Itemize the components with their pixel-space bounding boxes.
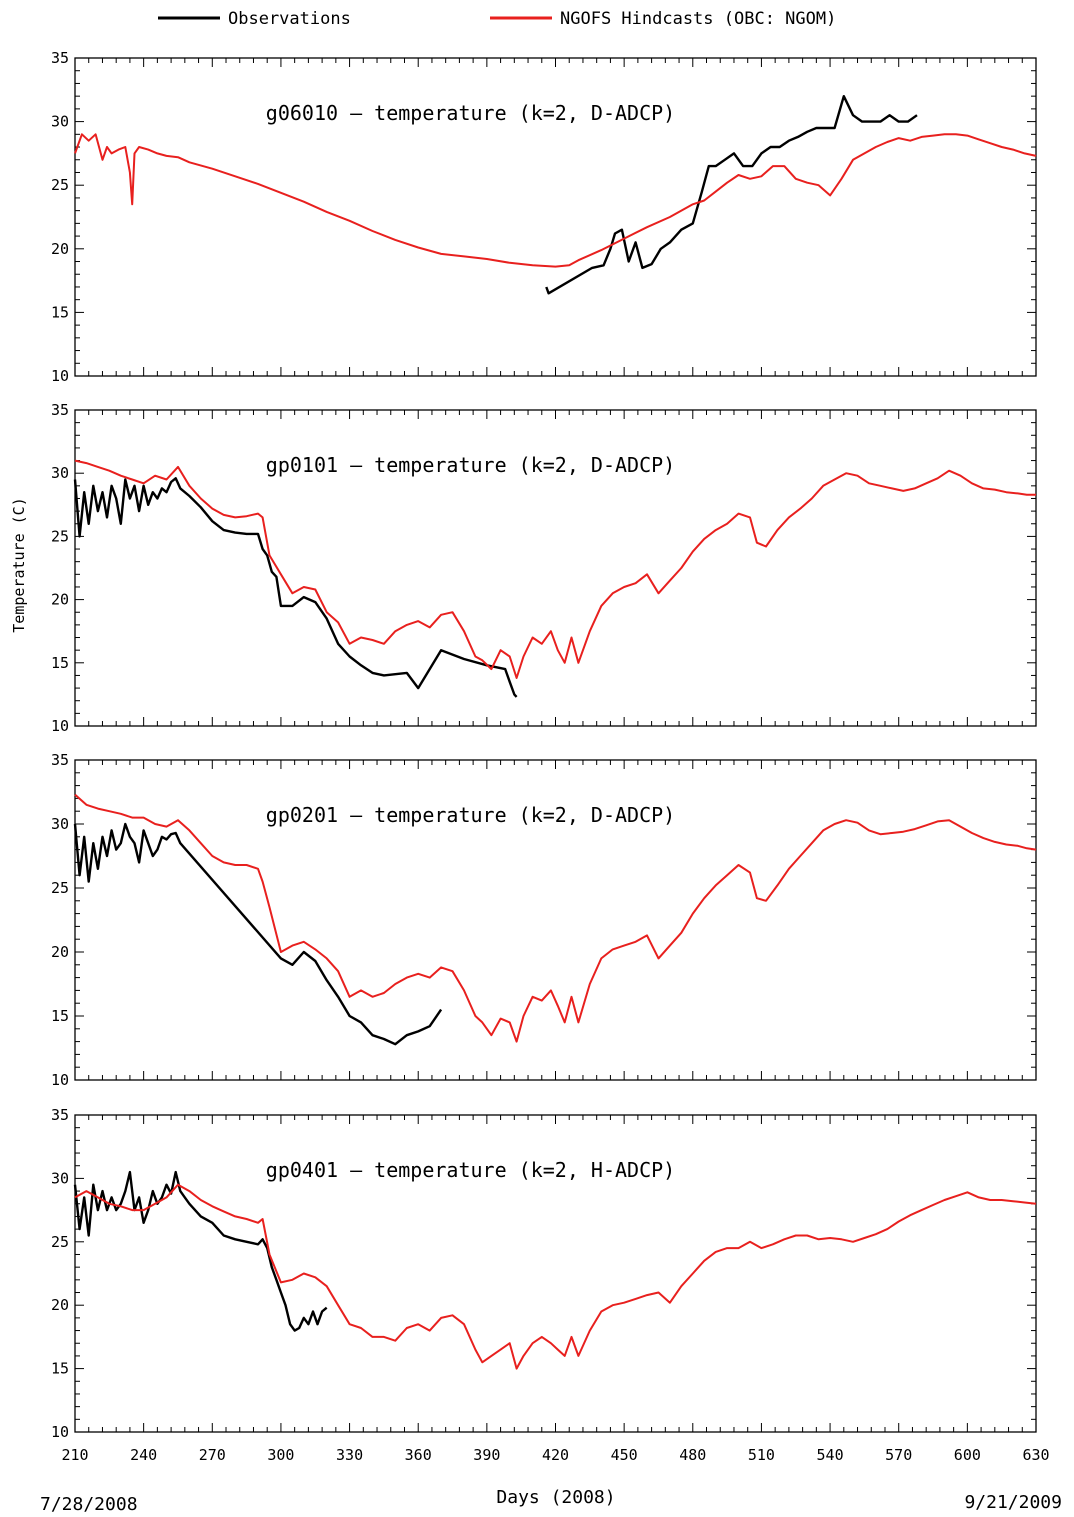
y-tick-label: 35 [51, 401, 69, 419]
hindcast-line [74, 793, 1037, 1043]
y-tick-label: 15 [51, 1360, 69, 1378]
x-tick-label: 240 [130, 1446, 157, 1464]
y-tick-label: 25 [51, 176, 69, 194]
y-tick-label: 10 [51, 1071, 69, 1089]
y-tick-label: 10 [51, 1423, 69, 1441]
observations-line [545, 95, 918, 295]
panel-2: 10 15 20 25 30 35 gp0101 — temperature (k=2, D… [51, 401, 1037, 735]
y-tick-label: 20 [51, 1296, 69, 1314]
observations-line [73, 1170, 328, 1332]
hindcast-line [74, 459, 1036, 679]
x-tick-label: 630 [1022, 1446, 1049, 1464]
y-tick-label: 15 [51, 303, 69, 321]
panel-4: 10 15 20 25 30 35 210 240 270 300 330 360 390 420 450 4… [51, 1106, 1050, 1464]
observations-line [73, 822, 443, 1046]
x-tick-label: 300 [267, 1446, 294, 1464]
x-tick-label: 570 [885, 1446, 912, 1464]
y-tick-label: 25 [51, 527, 69, 545]
panels: 10 15 20 25 30 35 g06010 — temperature (k=2, D… [51, 49, 1050, 1464]
observations-line [73, 477, 518, 698]
y-axis-label: Temperature (C) [10, 497, 28, 632]
panel-1: 10 15 20 25 30 35 g06010 — temperature (k=2, D… [51, 49, 1037, 385]
y-tick-label: 15 [51, 654, 69, 672]
y-tick-label: 15 [51, 1007, 69, 1025]
y-tick-label: 20 [51, 591, 69, 609]
panel-title: gp0201 — temperature (k=2, D-ADCP) [266, 803, 675, 827]
y-tick-label: 30 [51, 815, 69, 833]
start-date-label: 7/28/2008 [40, 1494, 138, 1515]
y-tick-label: 10 [51, 367, 69, 385]
y-tick-label: 25 [51, 1233, 69, 1251]
x-tick-label: 360 [405, 1446, 432, 1464]
y-tick-label: 30 [51, 1169, 69, 1187]
legend-hindcast-label: NGOFS Hindcasts (OBC: NGOM) [560, 9, 836, 29]
x-tick-label: 270 [199, 1446, 226, 1464]
end-date-label: 9/21/2009 [964, 1492, 1062, 1513]
y-tick-label: 30 [51, 464, 69, 482]
y-tick-label: 35 [51, 1106, 69, 1124]
hindcast-line [74, 133, 1037, 268]
x-tick-label: 390 [473, 1446, 500, 1464]
x-tick-label: 510 [748, 1446, 775, 1464]
panel-title: gp0101 — temperature (k=2, D-ADCP) [266, 453, 675, 477]
legend-observations-label: Observations [228, 9, 351, 29]
x-axis-label: Days (2008) [496, 1487, 615, 1508]
x-tick-label: 210 [61, 1446, 88, 1464]
y-tick-label: 25 [51, 879, 69, 897]
x-tick-label: 600 [954, 1446, 981, 1464]
legend: Observations NGOFS Hindcasts (OBC: NGOM) [158, 9, 836, 29]
y-tick-label: 10 [51, 717, 69, 735]
y-tick-label: 20 [51, 240, 69, 258]
x-tick-label: 540 [817, 1446, 844, 1464]
x-tick-label: 420 [542, 1446, 569, 1464]
panel-title: gp0401 — temperature (k=2, H-ADCP) [266, 1158, 675, 1182]
y-tick-label: 35 [51, 49, 69, 67]
panel-3: 10 15 20 25 30 35 gp0201 — temperature (k=2, D… [51, 751, 1037, 1089]
hindcast-line [74, 1183, 1037, 1370]
y-tick-label: 30 [51, 113, 69, 131]
y-tick-label: 35 [51, 751, 69, 769]
y-tick-label: 20 [51, 943, 69, 961]
x-tick-label: 480 [679, 1446, 706, 1464]
x-tick-label: 450 [611, 1446, 638, 1464]
x-tick-label: 330 [336, 1446, 363, 1464]
panel-title: g06010 — temperature (k=2, D-ADCP) [266, 101, 675, 125]
